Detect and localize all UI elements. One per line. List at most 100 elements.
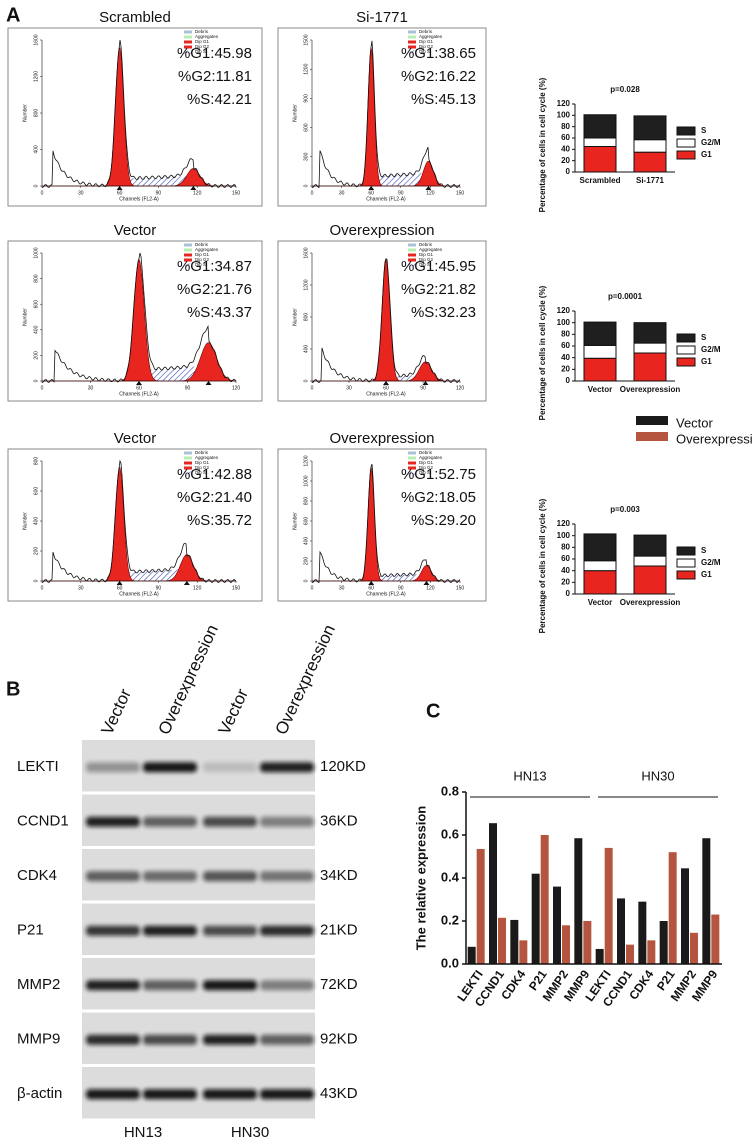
bar-segment [633,555,667,567]
group-label: HN13 [513,768,546,783]
y-tick-label: 1200 [33,71,39,82]
flow-legend-swatch [184,253,192,257]
y-axis-label: Percentage of cells in cell cycle (%) [538,498,547,633]
flow-legend-label: Dip G2 [419,465,434,470]
y-tick-label: 0.0 [441,955,459,970]
x-tick-label: 120 [456,385,465,391]
flow-stat: %G1:45.95 [401,258,476,275]
flow-marker [423,581,430,585]
blot-band [143,1034,197,1045]
x-tick-label: 90 [420,385,426,391]
flow-stat: %G1:38.65 [401,45,476,62]
bar [476,848,485,964]
bar-segment [583,114,617,139]
flow-ylabel: Number [292,512,298,530]
flow-stat: %S:29.20 [411,512,476,529]
x-tick-label: 0 [311,585,314,591]
bar [702,838,711,964]
blot-band [143,762,197,773]
bar [531,873,540,964]
flow-legend-label: Dip G1 [195,252,210,257]
flow-xlabel: Channels (FL2-A) [366,591,406,597]
blot-band [260,816,314,827]
bar [562,925,570,964]
y-tick-label: 120 [557,99,571,108]
flow-legend-label: Dip G1 [419,39,434,44]
flow-stat: %G1:45.98 [177,45,252,62]
bar [574,838,583,964]
flow-legend-swatch [408,471,416,475]
blot-size-label: 43KD [320,1085,358,1102]
flow-title: Scrambled [99,9,171,26]
bar [489,823,497,964]
bar [595,948,604,964]
flow-legend-label: Debris [195,242,209,247]
x-tick-label: CDK4 [498,967,528,1002]
legend-label: Vector [676,415,714,430]
flow-legend-swatch [184,248,192,252]
y-tick-label: 600 [303,123,309,132]
flow-legend-label: Dip G2 [195,44,210,49]
flow-s-phase [42,365,236,381]
blot-band [203,1089,257,1100]
x-tick-label: CDK4 [626,967,656,1002]
flow-legend-label: Debris [195,450,209,455]
blot-band [203,816,257,827]
y-tick-label: 600 [33,487,39,496]
blot-band [260,1089,314,1100]
x-tick-label: 90 [398,190,404,196]
y-tick-label: 1200 [303,63,309,74]
flow-outline [41,39,237,188]
bar [467,946,476,964]
flow-stat: %G2:21.40 [177,489,252,506]
y-tick-label: 20 [561,577,570,586]
y-tick-label: 1000 [303,475,309,486]
legend-label: S [701,333,707,342]
flow-xlabel: Channels (FL2-A) [119,196,159,202]
x-tick-label: 120 [232,385,241,391]
legend-label: G1 [701,570,712,579]
legend-swatch [676,558,696,568]
flow-legend-label: Debris [195,29,209,34]
bar [540,835,549,964]
blot-band [260,980,314,991]
blot-size-label: 120KD [320,758,366,775]
flow-legend-swatch [408,263,416,267]
bar [626,944,634,964]
flow-outline [41,459,237,583]
y-tick-label: 0 [566,167,571,176]
flow-stat: %G2:21.76 [177,281,252,298]
flow-outline [311,463,461,584]
flow-ylabel: Number [292,104,298,122]
y-tick-label: 100 [557,318,571,327]
blot-row-label: MMP2 [17,976,60,993]
panel-label: A [6,4,20,26]
flow-ylabel: Number [22,104,28,122]
bar [583,921,592,964]
bar-segment [583,357,617,382]
flow-legend-label: Aggregates [195,247,219,252]
x-tick-label: 120 [426,585,435,591]
flow-legend-swatch [184,471,192,475]
bar-segment [633,322,667,344]
y-tick-label: 0 [303,579,309,582]
bar-segment [633,151,667,173]
legend-swatch [636,416,668,425]
blot-band [143,871,197,882]
bar-segment [583,321,617,346]
y-tick-label: 300 [303,152,309,161]
y-tick-label: 0 [33,379,39,382]
blot-band [260,1034,314,1045]
flow-stat: %G2:16.22 [401,68,476,85]
bar-segment [583,570,617,595]
bar-segment [633,352,667,382]
x-tick-label: 90 [398,585,404,591]
x-tick-label: 150 [456,190,465,196]
bar [711,914,720,964]
flow-legend-swatch [184,50,192,54]
group-label: HN30 [641,768,674,783]
y-tick-label: 800 [33,109,39,118]
flow-legend-label: Dip G2 [195,257,210,262]
flow-legend-swatch [408,30,416,34]
